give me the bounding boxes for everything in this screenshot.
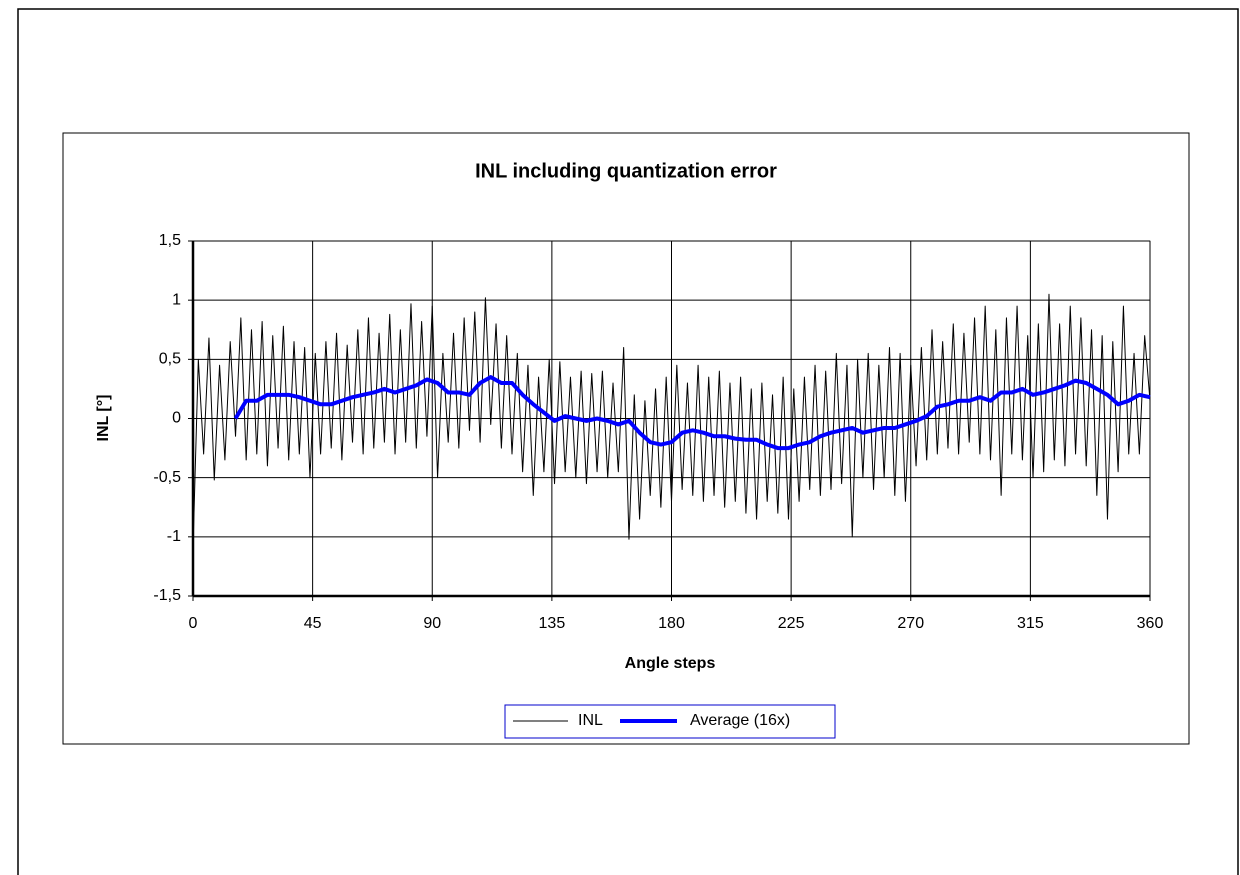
legend-label: Average (16x) [690,712,790,729]
y-tick-label: -0,5 [153,469,181,486]
x-tick-label: 225 [778,615,805,632]
x-tick-label: 45 [304,615,322,632]
x-tick-label: 180 [658,615,685,632]
y-tick-label: -1 [167,528,181,545]
y-tick-label: 1 [172,291,181,308]
x-tick-label: 270 [897,615,924,632]
legend-label: INL [578,712,603,729]
y-tick-label: 0 [172,410,181,427]
x-tick-label: 90 [423,615,441,632]
y-axis-title: INL [°] [95,395,112,442]
y-tick-label: 0,5 [159,351,181,368]
x-axis-title: Angle steps [625,655,716,672]
x-tick-label: 315 [1017,615,1044,632]
y-tick-label: 1,5 [159,232,181,249]
x-tick-label: 135 [539,615,566,632]
x-tick-label: 0 [189,615,198,632]
series-line [192,293,1151,549]
chart-title: INL including quantization error [475,160,777,182]
x-tick-label: 360 [1137,615,1164,632]
y-tick-label: -1,5 [153,587,181,604]
frame [17,8,1239,875]
series-line [233,375,1151,451]
